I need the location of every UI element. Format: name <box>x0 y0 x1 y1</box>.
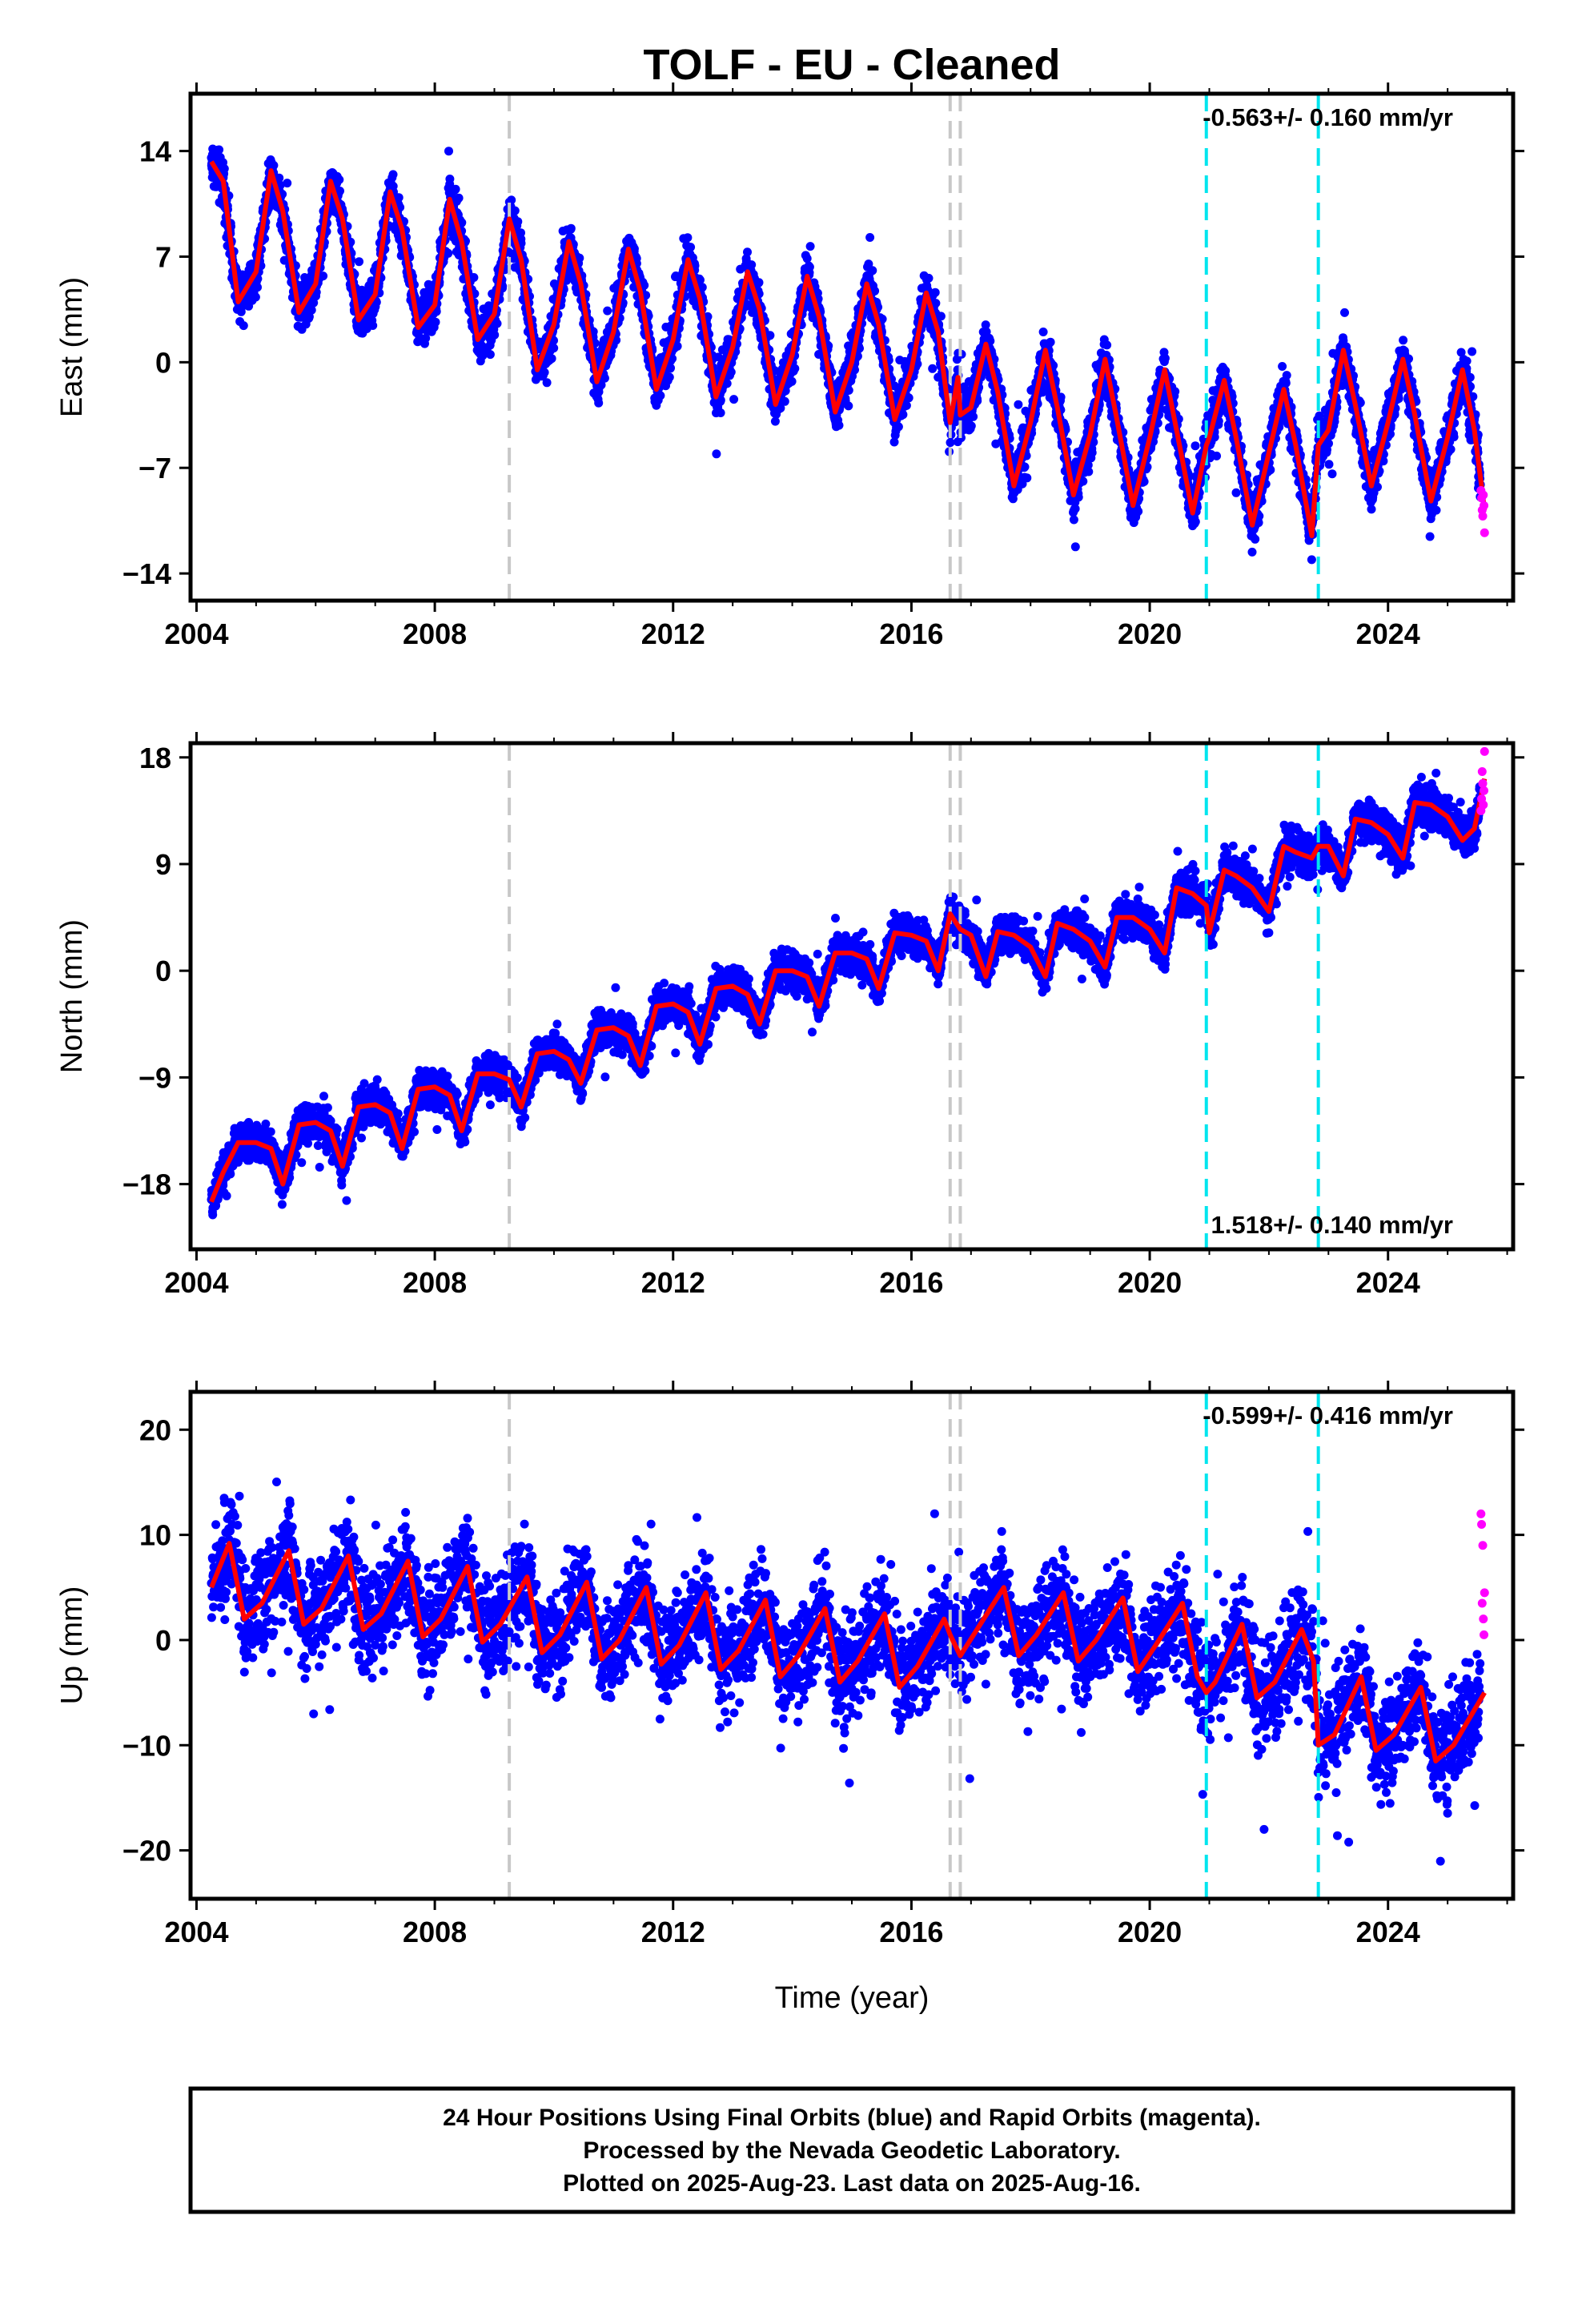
data-point <box>665 372 674 382</box>
data-point <box>492 319 502 328</box>
data-point <box>283 179 292 188</box>
data-point <box>930 287 940 297</box>
data-point <box>335 187 344 195</box>
data-point <box>309 298 319 308</box>
data-point <box>540 368 549 377</box>
data-point <box>765 331 775 340</box>
data-point <box>629 244 639 254</box>
data-point <box>549 344 559 353</box>
data-point <box>454 193 464 203</box>
data-point <box>510 206 520 215</box>
data-point <box>747 260 757 270</box>
data-point <box>1022 473 1032 483</box>
data-point <box>696 275 705 285</box>
data-point <box>640 280 649 290</box>
data-point <box>1014 400 1023 409</box>
data-point <box>457 218 467 227</box>
data-point <box>507 195 516 205</box>
data-point <box>716 408 725 417</box>
data-point <box>275 173 284 183</box>
data-point <box>904 393 913 403</box>
data-point <box>666 363 675 372</box>
data-point <box>444 248 453 258</box>
data-point <box>513 217 523 227</box>
data-point <box>239 321 248 331</box>
data-point <box>600 373 609 383</box>
data-point <box>683 233 693 243</box>
data-point <box>754 278 764 287</box>
data-point <box>307 305 316 315</box>
data-point <box>1046 337 1055 347</box>
data-point <box>1087 448 1097 457</box>
data-point <box>743 247 752 257</box>
data-point <box>451 184 460 194</box>
plot-area <box>207 94 1489 601</box>
data-point <box>542 378 552 388</box>
data-point <box>844 401 853 411</box>
data-point <box>780 396 789 406</box>
data-point <box>946 438 955 448</box>
data-point <box>865 233 875 242</box>
data-point <box>219 164 229 174</box>
data-point <box>726 368 736 377</box>
data-point <box>355 257 363 267</box>
data-point <box>253 283 262 292</box>
data-point <box>673 341 682 351</box>
data-point <box>445 175 455 183</box>
data-point <box>1070 542 1080 552</box>
data-point <box>444 147 453 156</box>
figure-title: TOLF - EU - Cleaned <box>643 41 1060 89</box>
data-point <box>697 283 707 292</box>
data-point <box>594 398 604 408</box>
data-point <box>805 262 814 271</box>
data-point <box>969 412 978 421</box>
data-point <box>431 317 440 327</box>
data-point <box>394 193 404 203</box>
data-point <box>516 228 525 238</box>
data-point <box>936 312 946 321</box>
data-point <box>215 145 224 155</box>
data-point <box>547 354 556 364</box>
data-point <box>575 253 584 263</box>
data-point <box>893 422 903 432</box>
data-point <box>304 312 314 321</box>
data-point <box>1070 504 1080 513</box>
data-point <box>656 391 665 400</box>
data-point <box>319 271 328 281</box>
data-point <box>368 321 378 330</box>
data-point <box>928 364 938 373</box>
data-point <box>421 333 431 343</box>
data-point <box>802 254 812 263</box>
data-point <box>269 161 279 170</box>
data-point <box>729 395 739 404</box>
data-point <box>686 243 696 252</box>
data-point <box>469 273 479 282</box>
data-point <box>716 396 725 405</box>
data-point <box>966 421 976 431</box>
data-point <box>388 170 398 179</box>
data-point <box>834 420 844 430</box>
data-point <box>1069 515 1078 525</box>
data-point <box>1084 467 1094 476</box>
data-point <box>485 350 495 360</box>
data-point <box>868 266 877 275</box>
data-point <box>490 330 500 340</box>
data-point <box>805 242 815 251</box>
data-point <box>566 223 576 233</box>
data-point <box>1038 328 1048 336</box>
data-point <box>924 273 934 283</box>
data-point <box>790 364 800 373</box>
data-point <box>787 376 797 386</box>
data-point <box>1134 507 1143 516</box>
data-point <box>1102 340 1112 350</box>
data-point <box>251 292 260 302</box>
data-point <box>901 400 911 410</box>
data-point <box>603 306 612 316</box>
data-point <box>712 449 721 459</box>
data-point <box>335 175 344 184</box>
